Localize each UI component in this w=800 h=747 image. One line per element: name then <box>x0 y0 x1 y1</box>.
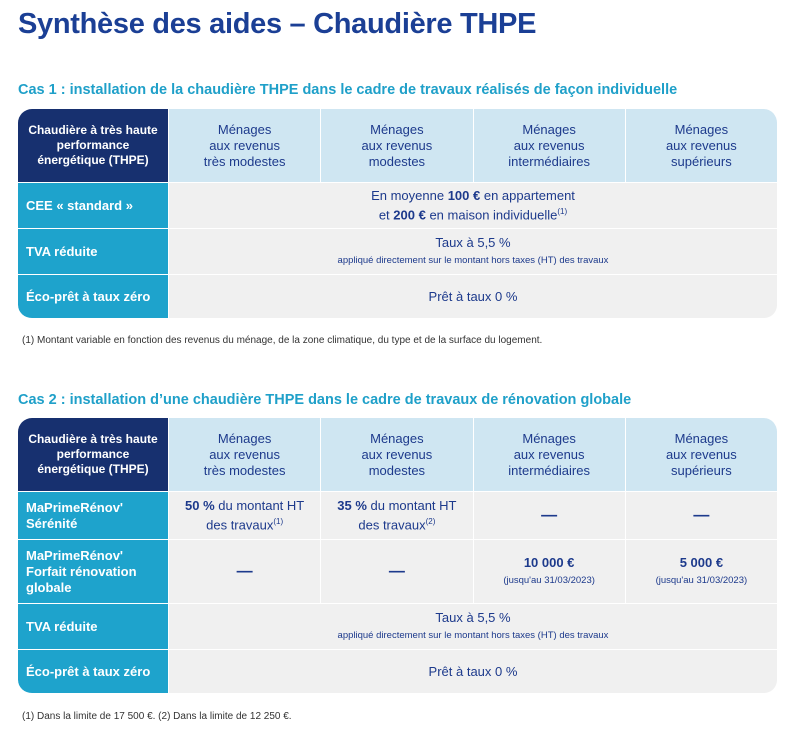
header-tres-modestes: Ménages aux revenus très modestes <box>169 109 322 183</box>
case2-header-row: Chaudière à très haute performance énerg… <box>18 418 778 492</box>
tva-value: Taux à 5,5 % appliqué directement sur le … <box>169 604 778 650</box>
case2-title: Cas 2 : installation d’une chaudière THP… <box>18 392 632 408</box>
case1-row-eco: Éco-prêt à taux zéro Prêt à taux 0 % <box>18 275 778 319</box>
eco-value: Prêt à taux 0 % <box>169 650 778 694</box>
header-modestes: Ménages aux revenus modestes <box>321 109 474 183</box>
header-superieurs: Ménages aux revenus supérieurs <box>625 109 778 183</box>
row-label-cee: CEE « standard » <box>18 183 169 229</box>
cee-value: En moyenne 100 € en appartement et 200 €… <box>169 183 778 229</box>
mpr-forfait-tres-modestes: — <box>169 540 322 604</box>
corner-header: Chaudière à très haute performance énerg… <box>18 418 169 492</box>
header-intermediaires: Ménages aux revenus intermédiaires <box>473 109 626 183</box>
case2-footnote: (1) Dans la limite de 17 500 €. (2) Dans… <box>22 711 292 722</box>
header-tres-modestes: Ménages aux revenus très modestes <box>169 418 322 492</box>
eco-value: Prêt à taux 0 % <box>169 275 778 319</box>
page-title: Synthèse des aides – Chaudière THPE <box>18 8 537 40</box>
case1-footnote: (1) Montant variable en fonction des rev… <box>22 335 543 346</box>
case1-table: Chaudière à très haute performance énerg… <box>18 109 778 319</box>
case2-row-tva: TVA réduite Taux à 5,5 % appliqué directe… <box>18 604 778 650</box>
header-superieurs: Ménages aux revenus supérieurs <box>625 418 778 492</box>
case2-row-mpr-forfait: MaPrimeRénov' Forfait rénovation globale… <box>18 540 778 604</box>
case2-table: Chaudière à très haute performance énerg… <box>18 418 778 694</box>
mpr-serenite-tres-modestes: 50 % du montant HT des travaux(1) <box>169 492 322 540</box>
mpr-serenite-modestes: 35 % du montant HT des travaux(2) <box>321 492 474 540</box>
case2-row-mpr-serenite: MaPrimeRénov' Sérénité 50 % du montant H… <box>18 492 778 540</box>
row-label-eco: Éco-prêt à taux zéro <box>18 275 169 319</box>
case1-row-cee: CEE « standard » En moyenne 100 € en app… <box>18 183 778 229</box>
mpr-serenite-intermediaires: — <box>473 492 626 540</box>
mpr-serenite-superieurs: — <box>625 492 778 540</box>
row-label-tva: TVA réduite <box>18 229 169 275</box>
row-label-eco: Éco-prêt à taux zéro <box>18 650 169 694</box>
case2-row-eco: Éco-prêt à taux zéro Prêt à taux 0 % <box>18 650 778 694</box>
mpr-forfait-superieurs: 5 000 € (jusqu'au 31/03/2023) <box>625 540 778 604</box>
case1-title: Cas 1 : installation de la chaudière THP… <box>18 82 678 98</box>
case1-row-tva: TVA réduite Taux à 5,5 % appliqué directe… <box>18 229 778 275</box>
header-modestes: Ménages aux revenus modestes <box>321 418 474 492</box>
row-label-mpr-serenite: MaPrimeRénov' Sérénité <box>18 492 169 540</box>
mpr-forfait-intermediaires: 10 000 € (jusqu'au 31/03/2023) <box>473 540 626 604</box>
mpr-forfait-modestes: — <box>321 540 474 604</box>
case1-header-row: Chaudière à très haute performance énerg… <box>18 109 778 183</box>
corner-header: Chaudière à très haute performance énerg… <box>18 109 169 183</box>
header-intermediaires: Ménages aux revenus intermédiaires <box>473 418 626 492</box>
row-label-tva: TVA réduite <box>18 604 169 650</box>
tva-value: Taux à 5,5 % appliqué directement sur le … <box>169 229 778 275</box>
row-label-mpr-forfait: MaPrimeRénov' Forfait rénovation globale <box>18 540 169 604</box>
